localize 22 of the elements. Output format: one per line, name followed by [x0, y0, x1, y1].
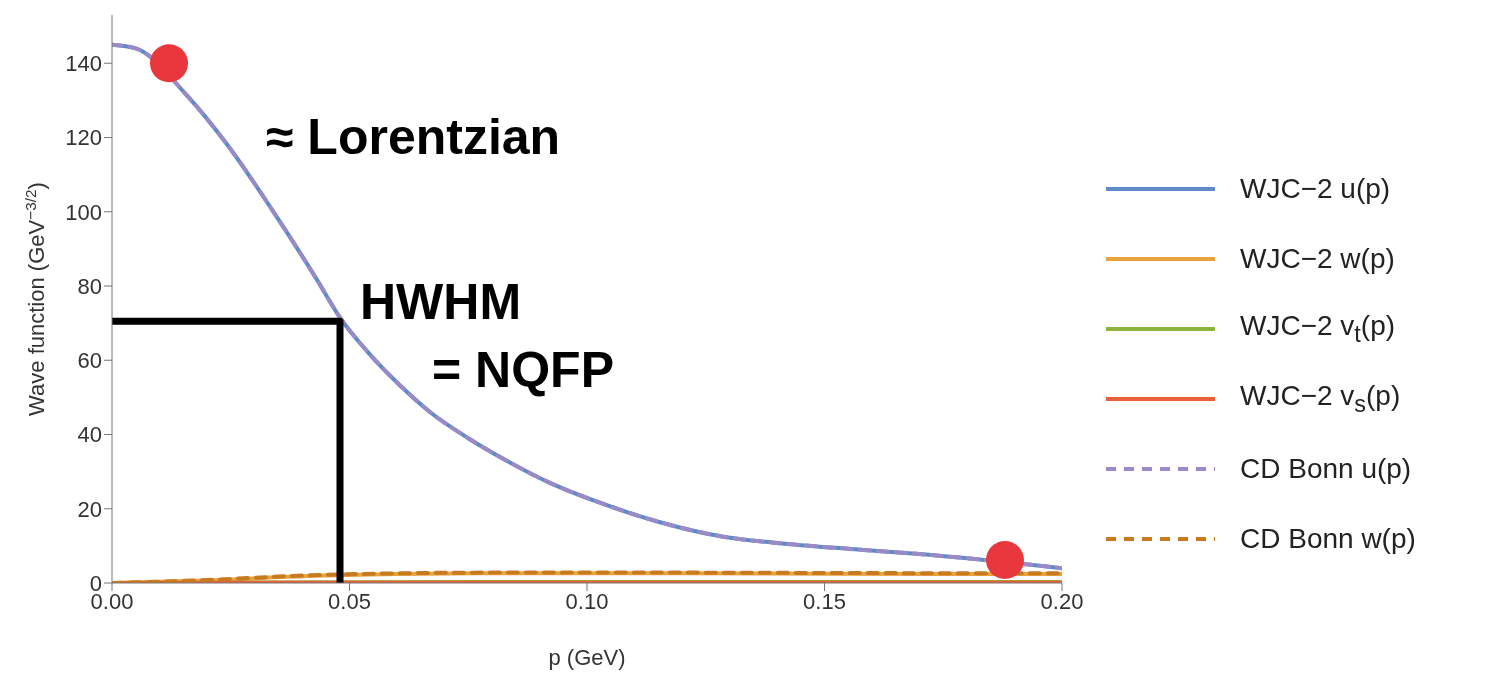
annotation: = NQFP [432, 341, 614, 399]
y-tick-label: 20 [77, 496, 102, 522]
legend-label: WJC−2 w(p) [1240, 243, 1395, 275]
line-series [112, 42, 1062, 571]
annotation: HWHM [360, 273, 522, 331]
x-tick-label: 0.20 [1040, 588, 1084, 614]
y-tick-label: 60 [77, 348, 102, 374]
legend-label: WJC−2 u(p) [1240, 173, 1391, 205]
y-tick-label: 120 [65, 125, 102, 151]
x-tick-label: 0.10 [565, 588, 609, 614]
legend-label: CD Bonn u(p) [1240, 453, 1412, 485]
x-tick-label: 0.15 [803, 588, 846, 614]
x-axis-title: p (GeV) [548, 645, 626, 670]
y-tick-label: 140 [65, 51, 102, 77]
y-tick-label: 100 [65, 199, 102, 225]
legend-label: WJC−2 v$_{s}$(p) [1240, 380, 1401, 418]
legend-label: WJC−2 v$_{t}$(p) [1240, 310, 1396, 348]
y-tick-label: 40 [77, 422, 102, 448]
annotation: ≈ Lorentzian [266, 108, 561, 166]
legend-label: CD Bonn w(p) [1240, 523, 1416, 555]
x-tick-label: 0.05 [328, 588, 371, 614]
y-tick-label: 80 [77, 273, 102, 299]
